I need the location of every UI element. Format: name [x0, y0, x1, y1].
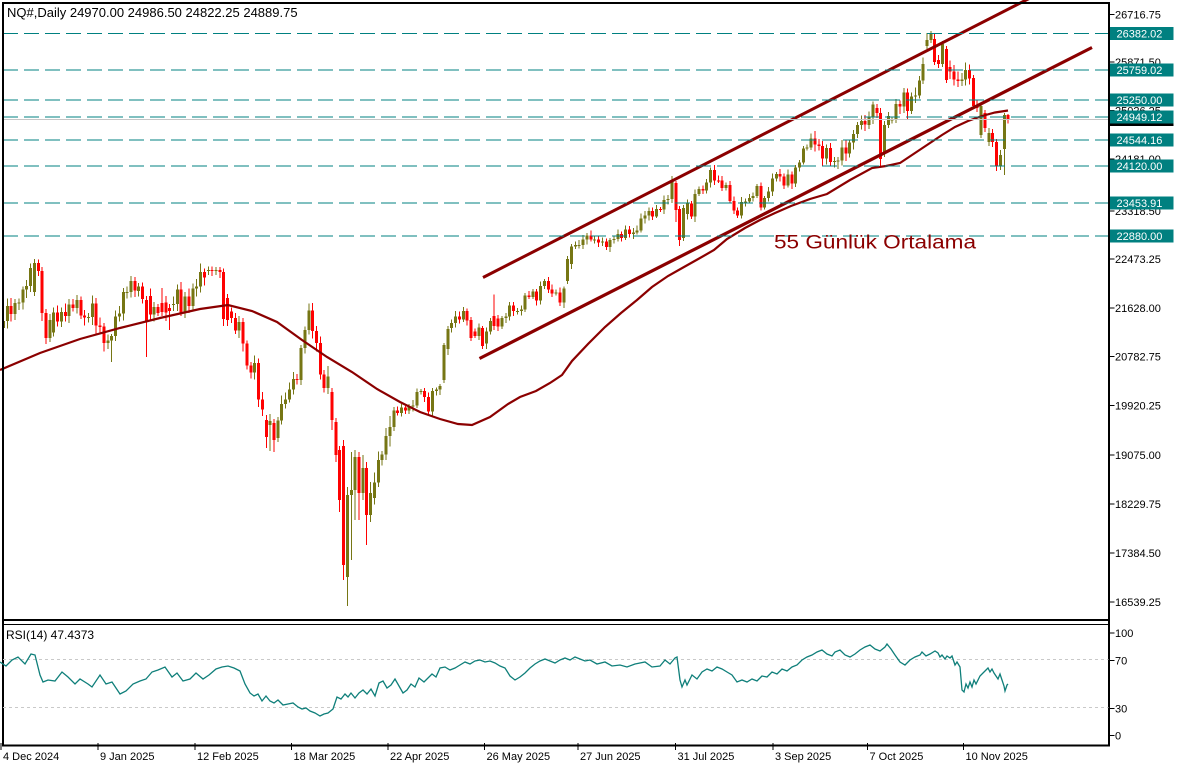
svg-text:10 Nov 2025: 10 Nov 2025	[966, 751, 1028, 763]
svg-text:70: 70	[1115, 656, 1127, 668]
svg-text:4 Dec 2024: 4 Dec 2024	[3, 751, 59, 763]
svg-text:23453.91: 23453.91	[1117, 198, 1163, 210]
svg-text:26716.75: 26716.75	[1115, 9, 1161, 21]
svg-text:25250.00: 25250.00	[1117, 95, 1163, 107]
svg-text:31 Jul 2025: 31 Jul 2025	[678, 751, 735, 763]
svg-text:18229.75: 18229.75	[1115, 499, 1161, 511]
svg-text:0: 0	[1115, 731, 1121, 743]
svg-text:26 May 2025: 26 May 2025	[487, 751, 551, 763]
svg-text:20782.75: 20782.75	[1115, 352, 1161, 364]
svg-text:27 Jun 2025: 27 Jun 2025	[580, 751, 641, 763]
svg-text:24120.00: 24120.00	[1117, 161, 1163, 173]
svg-text:7 Oct 2025: 7 Oct 2025	[870, 751, 924, 763]
svg-text:17384.50: 17384.50	[1115, 548, 1161, 560]
svg-text:16539.25: 16539.25	[1115, 597, 1161, 609]
svg-text:26382.02: 26382.02	[1117, 28, 1163, 40]
svg-text:19075.00: 19075.00	[1115, 450, 1161, 462]
svg-text:9 Jan 2025: 9 Jan 2025	[100, 751, 154, 763]
svg-text:25759.02: 25759.02	[1117, 65, 1163, 77]
svg-text:22 Apr 2025: 22 Apr 2025	[390, 751, 449, 763]
svg-text:RSI(14) 47.4373: RSI(14) 47.4373	[6, 628, 94, 642]
svg-text:55 Günlük Ortalama: 55 Günlük Ortalama	[774, 233, 977, 254]
svg-text:24949.12: 24949.12	[1117, 112, 1163, 124]
svg-text:12 Feb 2025: 12 Feb 2025	[197, 751, 259, 763]
svg-text:NQ#,Daily 24970.00 24986.50 2: NQ#,Daily 24970.00 24986.50 24822.25 248…	[7, 5, 298, 20]
svg-text:24544.16: 24544.16	[1117, 135, 1163, 147]
svg-text:18 Mar 2025: 18 Mar 2025	[294, 751, 356, 763]
svg-text:100: 100	[1115, 628, 1133, 640]
svg-text:3 Sep 2025: 3 Sep 2025	[775, 751, 831, 763]
svg-text:22473.25: 22473.25	[1115, 254, 1161, 266]
svg-text:30: 30	[1115, 704, 1127, 716]
svg-text:19920.25: 19920.25	[1115, 401, 1161, 413]
svg-text:21628.00: 21628.00	[1115, 303, 1161, 315]
svg-text:22880.00: 22880.00	[1117, 231, 1163, 243]
